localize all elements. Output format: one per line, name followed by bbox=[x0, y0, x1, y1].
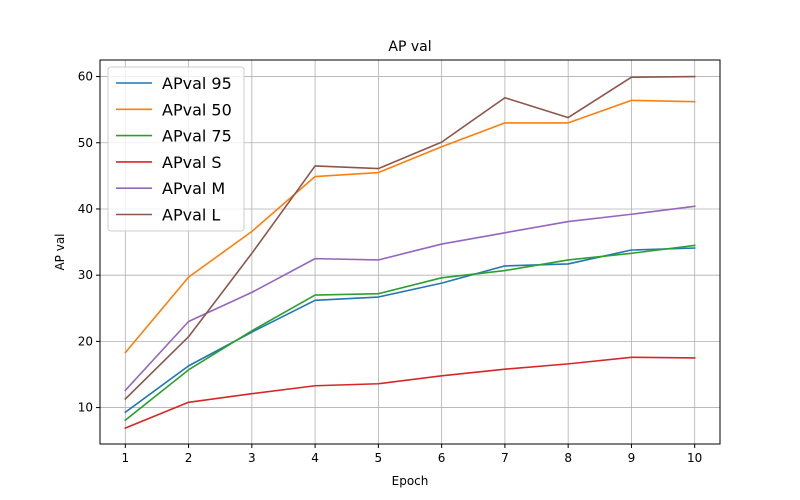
legend-box bbox=[107, 66, 245, 232]
series-line-5 bbox=[124, 205, 696, 392]
y-tick-label: 30 bbox=[78, 268, 93, 282]
y-tick-label: 50 bbox=[78, 136, 93, 150]
legend: APval 95 APval 50 APval 75 APval S APval M AP… bbox=[107, 66, 245, 232]
legend-label: APval 95 bbox=[162, 74, 232, 93]
x-tick-label: 1 bbox=[121, 451, 129, 465]
y-tick-label: 60 bbox=[78, 70, 93, 84]
x-tick-label: 10 bbox=[687, 451, 702, 465]
x-tick-label: 7 bbox=[501, 451, 509, 465]
x-tick-label: 4 bbox=[311, 451, 319, 465]
x-axis-label: Epoch bbox=[392, 474, 429, 488]
y-tick-label: 10 bbox=[78, 401, 93, 415]
x-tick-label: 6 bbox=[438, 451, 446, 465]
chart-title: AP val bbox=[388, 39, 431, 55]
series-lines bbox=[124, 75, 696, 430]
plot-frame bbox=[99, 59, 721, 445]
x-tick-label: 5 bbox=[375, 451, 383, 465]
grid-lines bbox=[100, 60, 720, 444]
axis-ticks: 1 2 3 4 5 6 7 8 9 10 10 20 30 40 50 60 bbox=[78, 70, 703, 465]
y-tick-label: 40 bbox=[78, 202, 93, 216]
x-tick-label: 9 bbox=[628, 451, 636, 465]
legend-label: APval 50 bbox=[162, 100, 232, 119]
legend-label: APval M bbox=[162, 179, 225, 198]
legend-label: APval 75 bbox=[162, 127, 232, 146]
y-axis-label: AP val bbox=[53, 233, 67, 270]
legend-label: APval L bbox=[162, 206, 220, 225]
legend-label: APval S bbox=[162, 153, 222, 172]
series-line-1 bbox=[124, 247, 696, 414]
series-line-3 bbox=[124, 244, 696, 422]
x-tick-label: 2 bbox=[185, 451, 193, 465]
series-line-4 bbox=[124, 356, 696, 430]
x-tick-label: 3 bbox=[248, 451, 256, 465]
series-line-6 bbox=[124, 75, 696, 401]
x-tick-label: 8 bbox=[564, 451, 572, 465]
series-line-2 bbox=[124, 99, 696, 354]
y-tick-label: 20 bbox=[78, 334, 93, 348]
